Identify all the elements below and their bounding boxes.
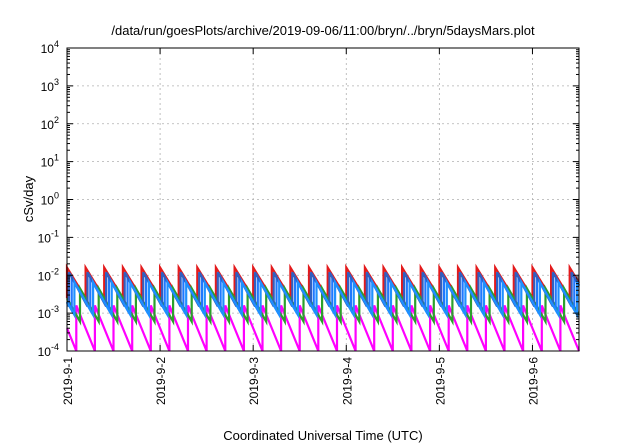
y-tick-label: 101 (41, 153, 59, 170)
series-line-5 (66, 278, 580, 320)
x-tick-label: 2019-9-6 (526, 357, 540, 405)
chart-title: /data/run/goesPlots/archive/2019-09-06/1… (111, 23, 535, 38)
y-tick-label: 102 (41, 115, 59, 132)
x-tick-label: 2019-9-3 (247, 357, 261, 405)
y-tick-label: 103 (41, 77, 59, 94)
y-tick-label: 104 (41, 39, 59, 56)
grid (67, 48, 579, 351)
y-tick-label: 10-2 (38, 266, 59, 283)
series-layer (65, 263, 581, 352)
x-tick-label: 2019-9-5 (433, 357, 447, 405)
y-tick-label: 10-4 (38, 342, 59, 359)
y-ticks: 10-4 10-3 10-2 10-1 100 101 102 103 104 (38, 39, 579, 359)
series-line-0 (65, 263, 580, 303)
x-tick-label: 2019-9-4 (340, 357, 354, 405)
y-tick-label: 10-1 (38, 228, 59, 245)
y-tick-label: 10-3 (38, 304, 59, 321)
x-tick-label: 2019-9-2 (154, 357, 168, 405)
y-axis-title: cSv/day (21, 175, 36, 222)
x-axis-title: Coordinated Universal Time (UTC) (223, 428, 422, 443)
x-ticks: 2019-9-1 2019-9-2 2019-9-3 2019-9-4 2019-9-5… (61, 48, 540, 405)
y-tick-label: 100 (41, 191, 59, 208)
x-tick-label: 2019-9-1 (61, 357, 75, 405)
